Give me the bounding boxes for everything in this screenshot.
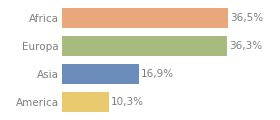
Bar (62, 92, 109, 112)
Text: 16,9%: 16,9% (141, 69, 174, 79)
Bar (62, 8, 228, 28)
Bar (62, 64, 139, 84)
Text: 36,5%: 36,5% (230, 13, 264, 23)
Text: 10,3%: 10,3% (111, 97, 144, 107)
Text: 36,3%: 36,3% (230, 41, 263, 51)
Bar (62, 36, 227, 56)
